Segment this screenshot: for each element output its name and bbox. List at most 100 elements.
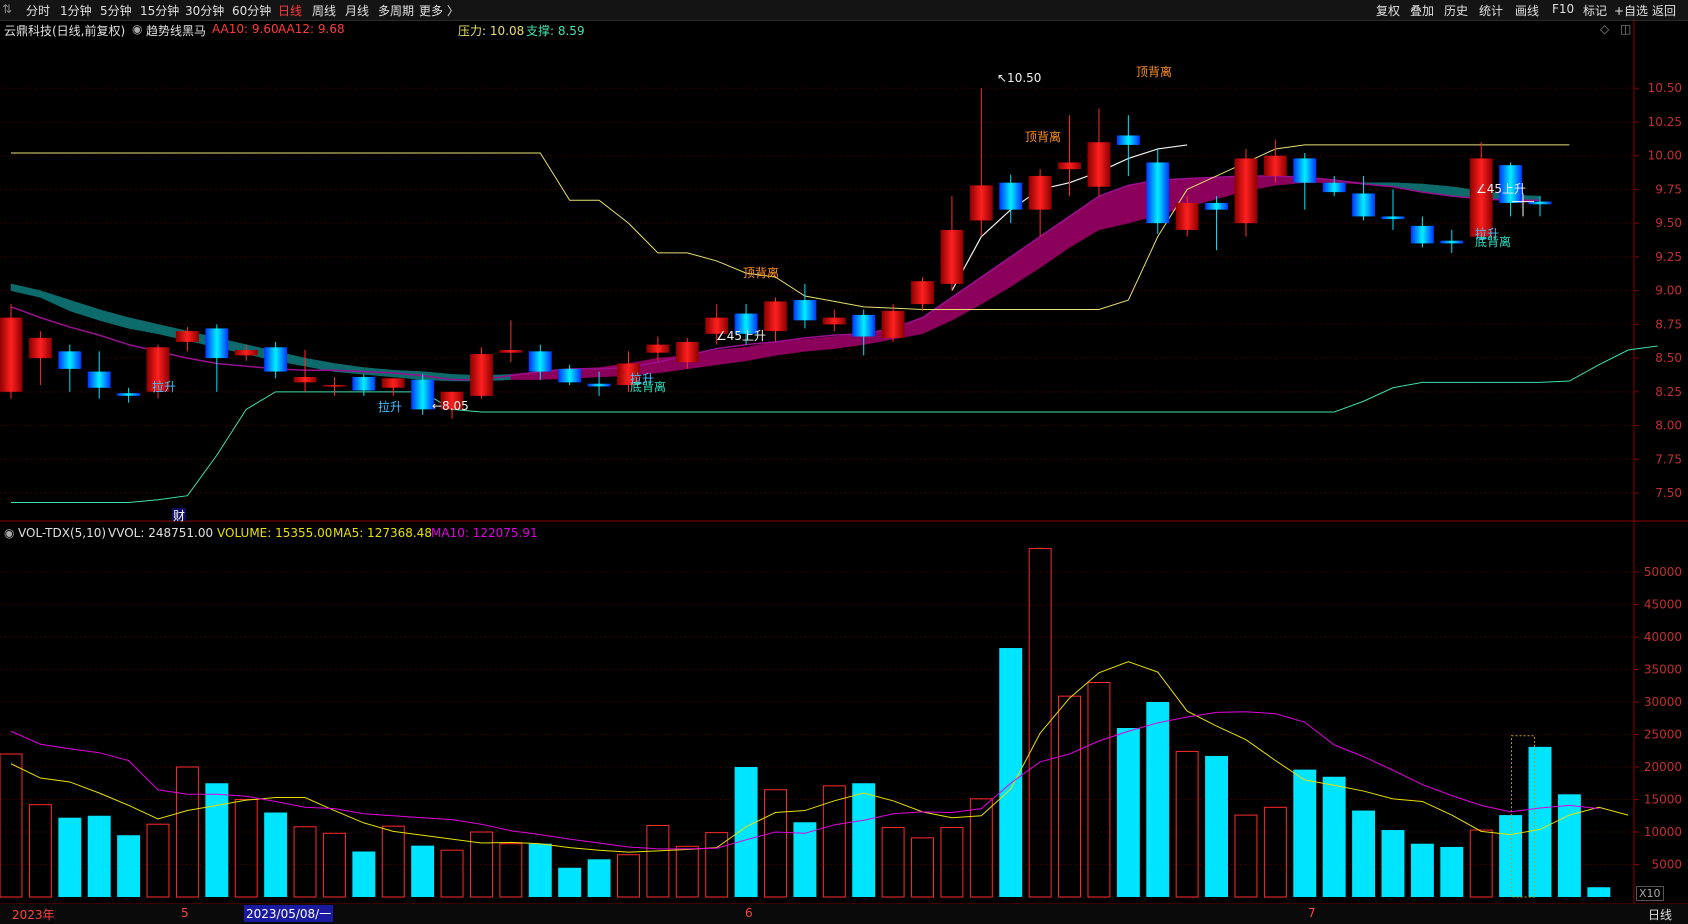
candle-body bbox=[1146, 162, 1170, 224]
lift-label: 拉升 bbox=[630, 371, 654, 386]
top-divergence-label: 顶背离 bbox=[1025, 129, 1061, 144]
toolbar-right-item-6[interactable]: 标记 bbox=[1583, 4, 1608, 18]
trend-ribbon-segment bbox=[716, 347, 747, 366]
candle-body bbox=[675, 341, 699, 363]
volume-bar bbox=[58, 817, 82, 897]
volume-bar bbox=[234, 799, 258, 898]
toolbar-right-item-4[interactable]: 画线 bbox=[1515, 4, 1540, 18]
y-tick-label: 10.00 bbox=[1648, 149, 1682, 163]
toolbar-right-item-0[interactable]: 复权 bbox=[1376, 4, 1401, 18]
trend-ribbon-segment bbox=[1069, 195, 1100, 248]
volume-bar bbox=[1440, 846, 1464, 897]
toolbar-item-8[interactable]: 月线 bbox=[345, 4, 370, 18]
toolbar-right-item-2[interactable]: 历史 bbox=[1444, 4, 1469, 18]
volume-bar bbox=[1087, 682, 1111, 898]
y-tick-label: 8.75 bbox=[1655, 317, 1682, 331]
volume-bar bbox=[999, 648, 1023, 897]
candle-body bbox=[617, 363, 640, 386]
top-toolbar: ⇅ 分时 1分钟 5分钟 15分钟 30分钟 60分钟 日线 周线 月线 多周期 更多 〉 复权 叠加历… bbox=[0, 0, 1688, 21]
trend-ribbon-segment bbox=[1098, 185, 1129, 231]
trend-ribbon-segment bbox=[1186, 177, 1217, 208]
toolbar-right-item-3[interactable]: 统计 bbox=[1479, 4, 1504, 18]
menu-arrow-icon[interactable]: ⇅ bbox=[2, 2, 13, 16]
trend-ribbon-segment bbox=[40, 290, 71, 312]
volume-bar bbox=[322, 832, 346, 898]
diamond-icon[interactable]: ◇ bbox=[1600, 22, 1610, 36]
toolbar-right-item-5[interactable]: F10 bbox=[1552, 2, 1575, 16]
volume-bar bbox=[793, 822, 817, 897]
volume-bar bbox=[352, 851, 376, 897]
toolbar-right-item-8[interactable]: 返回 bbox=[1652, 4, 1677, 18]
lift-label: 拉升 bbox=[152, 379, 176, 394]
toolbar-item-10[interactable]: 更多 〉 bbox=[419, 4, 459, 18]
volume-title[interactable]: VOL-TDX(5,10) bbox=[18, 526, 107, 540]
candle-body bbox=[146, 347, 170, 392]
candle-body bbox=[352, 376, 376, 391]
candle-body bbox=[1469, 158, 1493, 237]
candle-body bbox=[1322, 182, 1346, 193]
candle-body bbox=[1528, 201, 1552, 205]
pressure-value: 压力: 10.08 bbox=[458, 24, 525, 38]
volume-toggle-icon[interactable]: ◉ bbox=[4, 526, 15, 540]
candle-body bbox=[734, 313, 758, 334]
volume-unit: X10 bbox=[1636, 886, 1664, 901]
volume-bar bbox=[264, 812, 288, 897]
candle-body bbox=[646, 344, 670, 353]
volume-bar bbox=[1028, 548, 1052, 898]
candle-body bbox=[852, 314, 876, 337]
toolbar-right-item-7[interactable]: +自选 bbox=[1614, 4, 1649, 18]
volume-bar bbox=[1557, 794, 1581, 897]
year-label: 2023年 bbox=[12, 908, 55, 922]
volume-bar bbox=[0, 753, 23, 898]
volume-bar bbox=[1528, 746, 1552, 897]
volume-bar bbox=[1587, 887, 1611, 897]
rise45-label: ∠45上升 bbox=[1476, 182, 1526, 196]
trend-ribbon-segment bbox=[981, 256, 1011, 305]
top-divergence-label: 顶背离 bbox=[1136, 64, 1172, 79]
toolbar-right-item-1[interactable]: 叠加 bbox=[1410, 4, 1435, 18]
month-6-label: 6 bbox=[745, 906, 753, 920]
indicator-toggle-icon[interactable]: ◉ bbox=[132, 22, 143, 36]
volume-bar bbox=[499, 843, 523, 898]
period-label[interactable]: 日线 bbox=[1648, 908, 1673, 922]
candle-body bbox=[999, 182, 1023, 210]
toolbar-item-7[interactable]: 周线 bbox=[312, 4, 337, 18]
indicator-name[interactable]: 趋势线黑马 bbox=[146, 24, 207, 38]
toolbar-item-9[interactable]: 多周期 bbox=[378, 4, 415, 18]
finance-marker: 财 bbox=[173, 509, 185, 523]
toolbar-item-6[interactable]: 日线 bbox=[278, 4, 303, 18]
candle-body bbox=[440, 391, 464, 410]
candle-body bbox=[911, 281, 934, 305]
candle-body bbox=[1293, 158, 1317, 183]
candle-body bbox=[411, 379, 435, 410]
volume-bar bbox=[469, 831, 493, 898]
volume-bar bbox=[87, 815, 111, 897]
toolbar-item-4[interactable]: 30分钟 bbox=[185, 4, 225, 18]
toolbar-item-1[interactable]: 1分钟 bbox=[60, 4, 92, 18]
volume-bar bbox=[440, 849, 464, 898]
candle-body bbox=[234, 349, 258, 356]
date-axis-bar: 2023年 5 2023/05/08/一 6 7 日线 bbox=[0, 903, 1688, 924]
y-tick-label: 9.25 bbox=[1655, 250, 1682, 264]
volume-bar bbox=[1146, 702, 1170, 897]
candle-body bbox=[1381, 216, 1405, 220]
candle-body bbox=[293, 376, 317, 383]
candle-body bbox=[469, 354, 493, 396]
toolbar-item-5[interactable]: 60分钟 bbox=[232, 4, 272, 18]
candle-body bbox=[822, 317, 846, 325]
vol-y-tick-label: 25000 bbox=[1644, 728, 1682, 742]
candle-body bbox=[793, 300, 817, 321]
volume-bar bbox=[1263, 806, 1287, 898]
stock-title: 云鼎科技(日线,前复权) bbox=[4, 24, 126, 38]
trend-ribbon-segment bbox=[98, 309, 129, 329]
trend-ribbon-segment bbox=[1010, 236, 1041, 288]
candle-body bbox=[1175, 202, 1199, 230]
window-icon[interactable]: ◫ bbox=[1620, 22, 1632, 36]
volume-bar bbox=[911, 837, 934, 898]
toolbar-item-2[interactable]: 5分钟 bbox=[100, 4, 132, 18]
candle-body bbox=[528, 351, 552, 372]
volume-bar bbox=[1410, 843, 1434, 897]
toolbar-item-3[interactable]: 15分钟 bbox=[140, 4, 180, 18]
toolbar-item-0[interactable]: 分时 bbox=[26, 4, 51, 18]
